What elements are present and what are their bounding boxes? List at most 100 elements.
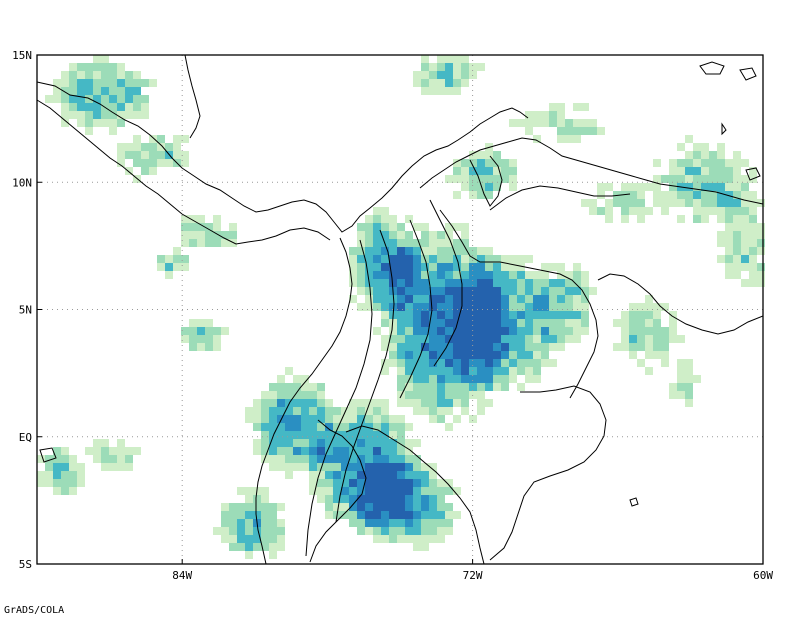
precip-cell (245, 415, 253, 423)
precip-cell (397, 287, 405, 295)
precip-cell (477, 327, 485, 335)
precip-cell (325, 455, 333, 463)
precip-cell (469, 279, 477, 287)
coastline-yucatan (184, 54, 201, 139)
precip-cell (341, 423, 349, 431)
precip-cell (421, 527, 429, 535)
precip-cell (477, 279, 485, 287)
lon-label: 84W (172, 569, 192, 582)
precip-cell (69, 479, 77, 487)
precip-cell (701, 207, 709, 215)
precip-cell (733, 191, 741, 199)
precip-cell (437, 287, 445, 295)
precip-cell (253, 407, 261, 415)
precip-cell (109, 71, 117, 79)
precip-cell (341, 415, 349, 423)
precip-cell (549, 303, 557, 311)
precip-cell (69, 95, 77, 103)
precip-cell (557, 319, 565, 327)
island-trinidad (745, 167, 761, 181)
precip-cell (117, 103, 125, 111)
precip-cell (261, 495, 269, 503)
precip-cell (301, 431, 309, 439)
precip-cell (45, 95, 53, 103)
precip-cell (357, 415, 365, 423)
precip-cell (453, 175, 461, 183)
precip-cell (381, 303, 389, 311)
precip-cell (517, 279, 525, 287)
precip-cell (429, 375, 437, 383)
precip-cell (413, 279, 421, 287)
precip-cell (381, 511, 389, 519)
precip-cell (349, 455, 357, 463)
precip-cell (685, 399, 693, 407)
precip-cell (485, 367, 493, 375)
precip-cell (445, 175, 453, 183)
precip-cell (357, 231, 365, 239)
precip-cell (413, 223, 421, 231)
precip-cell (637, 207, 645, 215)
precip-cell (533, 335, 541, 343)
precip-cell (725, 175, 733, 183)
precip-cell (365, 255, 373, 263)
precip-cell (421, 319, 429, 327)
precip-cell (69, 487, 77, 495)
precip-cell (453, 511, 461, 519)
precip-cell (261, 391, 269, 399)
precip-cell (645, 327, 653, 335)
precip-cell (365, 407, 373, 415)
precip-cell (549, 327, 557, 335)
precip-cell (661, 175, 669, 183)
precip-cell (109, 455, 117, 463)
precip-cell (661, 359, 669, 367)
precip-cell (269, 399, 277, 407)
precip-cell (405, 215, 413, 223)
precip-cell (125, 71, 133, 79)
precip-cell (453, 343, 461, 351)
precip-cell (653, 343, 661, 351)
precip-cell (381, 279, 389, 287)
precip-cell (525, 319, 533, 327)
precip-cell (493, 175, 501, 183)
precip-cell (573, 263, 581, 271)
precip-cell (445, 391, 453, 399)
precip-cell (637, 311, 645, 319)
precip-cell (429, 527, 437, 535)
precip-cell (61, 119, 69, 127)
precip-cell (589, 119, 597, 127)
precip-cell (253, 535, 261, 543)
precip-cell (285, 463, 293, 471)
precip-cell (93, 111, 101, 119)
precip-cell (533, 319, 541, 327)
precip-cell (581, 279, 589, 287)
precip-cell (405, 367, 413, 375)
precip-cell (749, 247, 757, 255)
precip-cell (477, 191, 485, 199)
precip-cell (133, 103, 141, 111)
precip-cell (453, 295, 461, 303)
precip-cell (573, 103, 581, 111)
precip-cell (661, 351, 669, 359)
precip-cell (421, 247, 429, 255)
precip-cell (269, 503, 277, 511)
precip-cell (685, 359, 693, 367)
precip-cell (541, 263, 549, 271)
precip-cell (493, 263, 501, 271)
precip-cell (493, 367, 501, 375)
precip-cell (293, 399, 301, 407)
precip-cell (213, 327, 221, 335)
precip-cell (301, 399, 309, 407)
precip-cell (461, 367, 469, 375)
precip-cell (757, 263, 765, 271)
andes-contour-4 (429, 199, 463, 367)
precip-cell (525, 335, 533, 343)
precip-cell (357, 287, 365, 295)
precip-cell (309, 471, 317, 479)
precip-cell (205, 335, 213, 343)
lat-label: 15N (12, 49, 32, 62)
precip-cell (741, 231, 749, 239)
precip-cell (317, 407, 325, 415)
precip-cell (445, 479, 453, 487)
precip-cell (533, 343, 541, 351)
precip-cell (261, 511, 269, 519)
